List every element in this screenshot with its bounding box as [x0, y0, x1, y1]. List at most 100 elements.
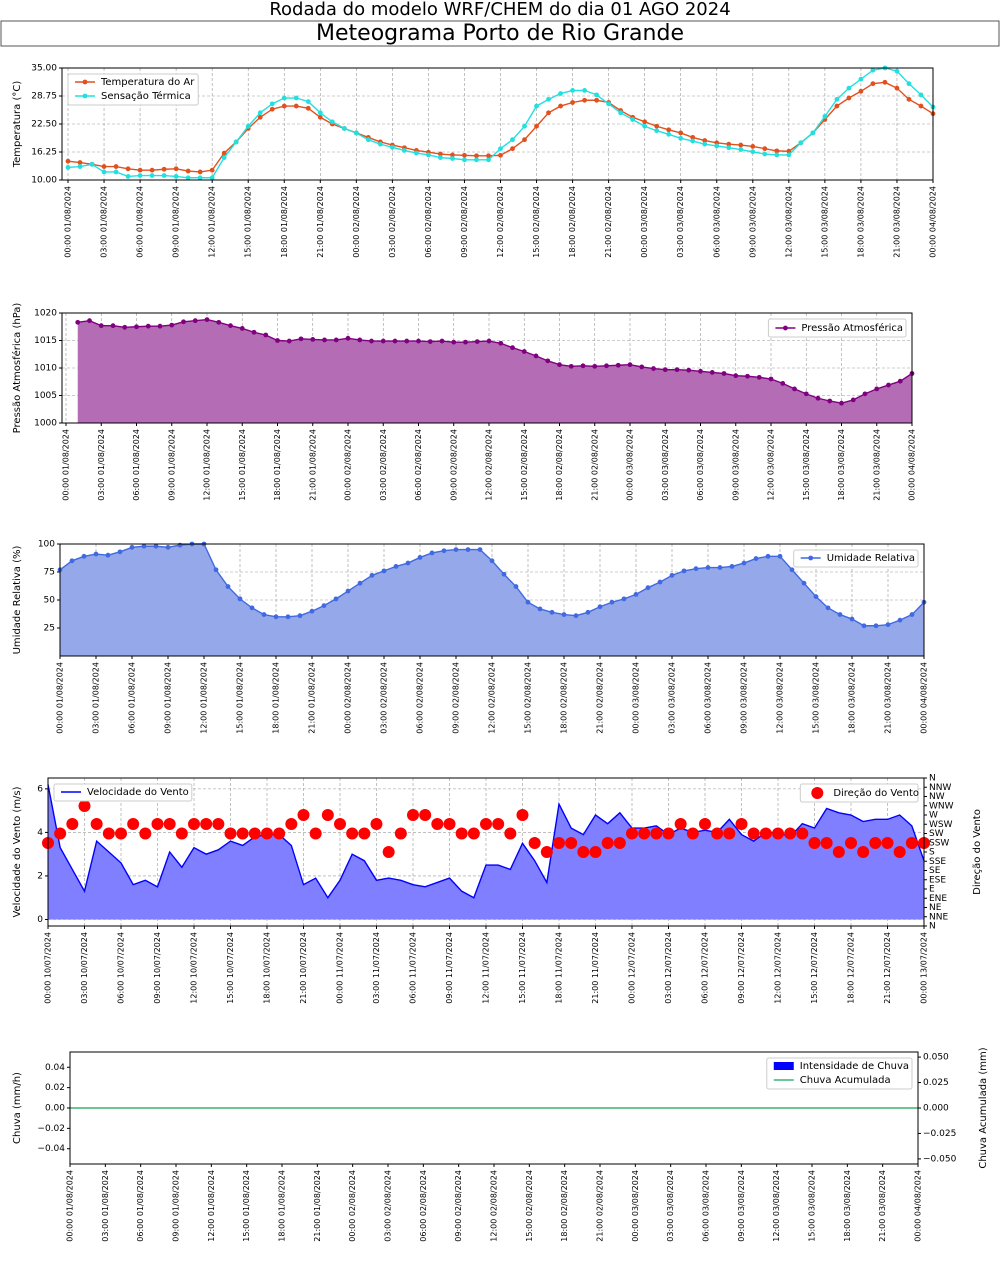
- point: [894, 85, 900, 91]
- point: [165, 544, 171, 550]
- point: [285, 614, 291, 620]
- point: [810, 130, 816, 136]
- x-tick-label: 12:00 10/07/2024: [190, 932, 199, 1004]
- point: [654, 123, 660, 129]
- point: [582, 97, 587, 103]
- point: [450, 152, 455, 158]
- legend-box: [793, 549, 919, 568]
- x-tick-label: 18:00 03/08/2024: [837, 429, 846, 501]
- point: [613, 836, 626, 849]
- point: [918, 103, 924, 109]
- point: [346, 827, 359, 840]
- x-tick-label: 18:00 11/07/2024: [555, 932, 564, 1004]
- y2-tick-label: −0.025: [923, 1129, 956, 1139]
- point: [401, 148, 407, 153]
- y-axis-label: Pressão Atmosférica (hPa): [11, 303, 23, 434]
- point: [642, 123, 648, 129]
- x-tick-label: 18:00 01/08/2024: [280, 186, 289, 258]
- point: [149, 173, 155, 178]
- point: [467, 827, 480, 840]
- point: [305, 105, 311, 111]
- point: [101, 164, 107, 169]
- point: [101, 169, 107, 175]
- x-tick-label: 03:00 02/08/2024: [388, 186, 397, 258]
- point: [705, 565, 711, 570]
- point: [768, 376, 774, 382]
- legend-box: [767, 318, 907, 338]
- point: [741, 560, 747, 566]
- x-tick-label: 15:00 01/08/2024: [238, 429, 247, 501]
- point: [786, 148, 792, 154]
- point: [849, 616, 855, 622]
- y2-tick-label: SSW: [929, 838, 949, 848]
- x-tick-label: 18:00 01/08/2024: [273, 429, 282, 501]
- x-tick-label: 00:00 03/08/2024: [632, 662, 641, 734]
- point: [638, 827, 651, 840]
- point: [414, 150, 419, 156]
- point: [297, 809, 310, 821]
- point: [510, 345, 515, 351]
- x-tick-label: 03:00 03/08/2024: [661, 429, 670, 501]
- point: [516, 809, 529, 821]
- y-tick-label: 4: [37, 828, 43, 838]
- point: [533, 353, 539, 359]
- x-tick-label: 15:00 03/08/2024: [808, 1170, 817, 1242]
- point: [897, 617, 903, 623]
- chart-panel: 25 50 75 100 00:00 01/08/2024 03:00 01/08/202…: [12, 540, 929, 734]
- point: [269, 106, 275, 112]
- point: [149, 167, 155, 173]
- point: [98, 323, 104, 329]
- legend-label: Direção do Vento: [833, 788, 919, 799]
- point: [834, 96, 840, 102]
- point: [528, 836, 541, 849]
- point: [329, 119, 335, 125]
- point: [905, 836, 918, 849]
- point: [110, 323, 116, 329]
- point: [462, 157, 467, 163]
- point: [580, 363, 586, 369]
- point: [777, 553, 783, 559]
- y-tick-label: 1020: [34, 309, 57, 319]
- point: [726, 145, 732, 151]
- point: [717, 565, 723, 570]
- point: [803, 391, 809, 397]
- point: [77, 160, 83, 165]
- point: [815, 395, 821, 401]
- point: [589, 846, 602, 858]
- y-axis-label: Temperatura (°C): [12, 81, 23, 169]
- x-tick-label: 00:00 04/08/2024: [914, 1170, 923, 1242]
- point: [669, 572, 675, 578]
- point: [834, 103, 840, 109]
- point: [405, 560, 411, 566]
- x-tick-label: 00:00 02/08/2024: [348, 1170, 357, 1242]
- x-tick-label: 21:00 10/07/2024: [299, 932, 308, 1004]
- point: [137, 173, 143, 178]
- point: [820, 836, 833, 849]
- x-tick-label: 12:00 02/08/2024: [496, 186, 505, 258]
- point: [93, 551, 99, 557]
- x-tick-label: 03:00 01/08/2024: [97, 429, 106, 501]
- point: [281, 95, 287, 101]
- point: [792, 386, 797, 392]
- point: [735, 818, 748, 831]
- point: [66, 818, 79, 831]
- point: [81, 553, 87, 559]
- legend-label: Intensidade de Chuva: [800, 1061, 909, 1072]
- point: [733, 373, 739, 379]
- point: [426, 152, 431, 158]
- point: [185, 168, 191, 174]
- legend-label: Velocidade do Vento: [87, 787, 189, 798]
- point: [197, 175, 203, 181]
- point: [837, 612, 843, 617]
- point: [275, 338, 280, 343]
- legend-label: Temperatura do Ar: [100, 77, 195, 88]
- point: [89, 161, 95, 167]
- y2-tick-label: NNW: [929, 783, 951, 793]
- point: [857, 846, 870, 858]
- x-tick-label: 03:00 12/07/2024: [664, 932, 673, 1004]
- point: [204, 317, 210, 322]
- point: [122, 324, 128, 330]
- point: [117, 549, 123, 555]
- point: [269, 101, 275, 107]
- point: [774, 148, 780, 154]
